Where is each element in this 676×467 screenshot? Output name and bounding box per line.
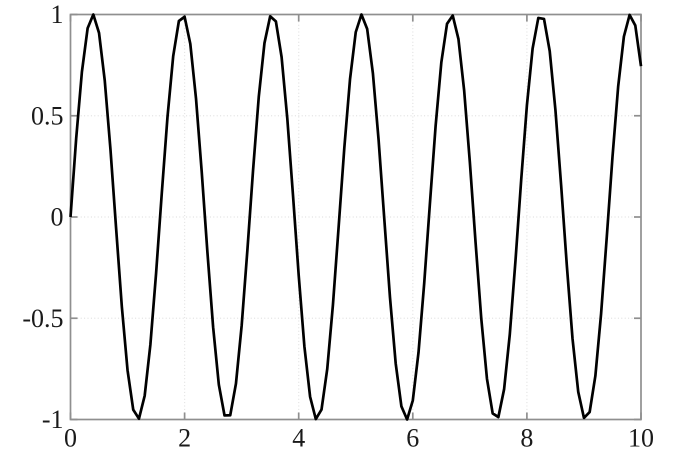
x-tick-label: 8 bbox=[520, 424, 533, 453]
x-tick-label: 2 bbox=[178, 424, 191, 453]
y-tick-label: 0 bbox=[51, 203, 64, 232]
x-tick-label: 4 bbox=[292, 424, 305, 453]
y-tick-label: 0.5 bbox=[31, 101, 64, 130]
x-tick-label: 6 bbox=[406, 424, 419, 453]
sine-curve bbox=[69, 13, 643, 421]
y-tick-label: -1 bbox=[42, 405, 64, 434]
x-tick-label: 0 bbox=[64, 424, 77, 453]
y-tick-label: -0.5 bbox=[22, 304, 63, 333]
y-tick-label: 1 bbox=[51, 0, 64, 29]
x-tick-label: 10 bbox=[628, 424, 654, 453]
